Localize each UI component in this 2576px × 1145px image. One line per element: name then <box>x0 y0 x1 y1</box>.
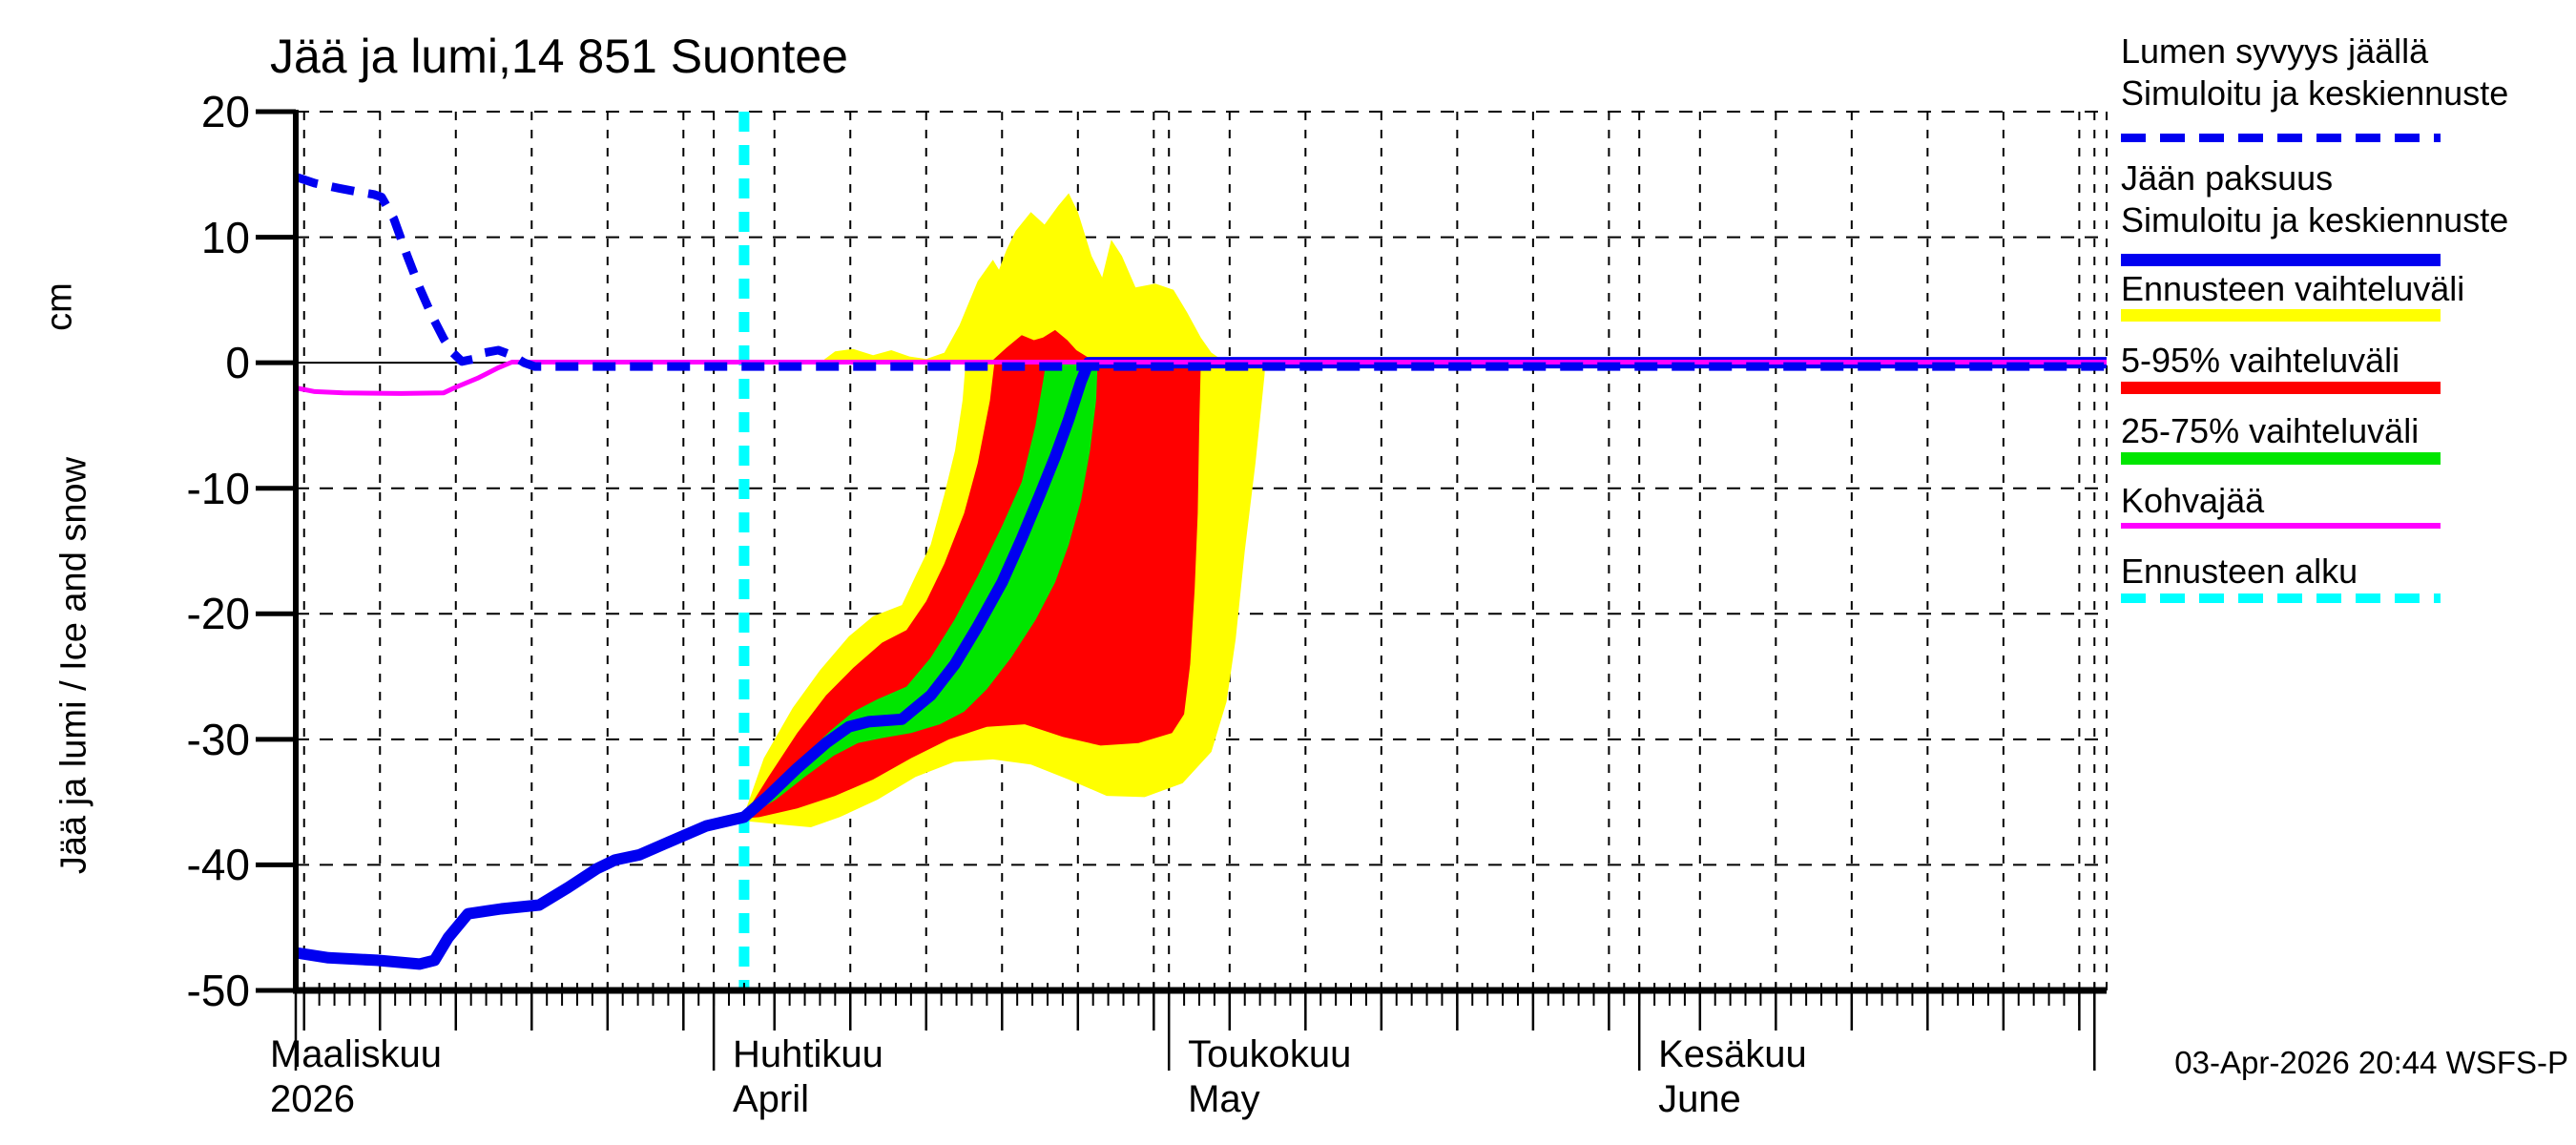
x-month-label: Toukokuu May <box>1188 1032 1351 1122</box>
y-axis-unit-label: cm <box>39 282 80 331</box>
legend-sample-line <box>2121 254 2441 266</box>
legend-label: 25-75% vaihteluväli <box>2121 411 2420 450</box>
y-tick-label: -30 <box>186 714 250 764</box>
month-name-fi: Kesäkuu <box>1658 1033 1807 1075</box>
month-name-fi: Maaliskuu <box>269 1033 443 1075</box>
legend-label: 5-95% vaihteluväli <box>2121 341 2400 380</box>
snow-depth-median-line <box>294 173 2107 371</box>
y-tick-label: 0 <box>225 338 250 388</box>
band-forecast-range-snow <box>820 193 1235 364</box>
legend-label: Simuloitu ja keskiennuste <box>2121 73 2509 113</box>
y-tick-label: -50 <box>186 966 250 1015</box>
month-name-en: May <box>1188 1078 1260 1120</box>
band-5-95-snow <box>989 329 1098 364</box>
y-tick-label: -10 <box>186 463 250 513</box>
legend-sample-line <box>2121 309 2441 322</box>
legend-sample-line <box>2121 452 2441 465</box>
y-axis-title: Jää ja lumi / Ice and snow <box>53 456 94 875</box>
legend-sample-line <box>2121 523 2441 529</box>
kohvajaa-line <box>295 360 2107 396</box>
x-month-label: Kesäkuu June <box>1658 1032 1807 1122</box>
ice-thickness-median-line <box>295 357 2107 970</box>
x-month-label: Huhtikuu April <box>733 1032 883 1122</box>
month-name-en: June <box>1658 1078 1741 1120</box>
legend-label: Jään paksuus <box>2121 158 2334 198</box>
y-tick-label: -40 <box>186 840 250 890</box>
chart-title: Jää ja lumi,14 851 Suontee <box>270 30 848 83</box>
legend-label: Lumen syvyys jäällä <box>2121 31 2429 71</box>
timestamp-footer: 03-Apr-2026 20:44 WSFS-P <box>2174 1045 2568 1080</box>
legend-sample-line <box>2121 382 2441 394</box>
legend-label: Kohvajää <box>2121 481 2265 520</box>
x-month-label: Maaliskuu 2026 <box>270 1032 442 1122</box>
month-name-en: 2026 <box>269 1078 355 1120</box>
legend-sample-dashed-line <box>2121 134 2441 142</box>
legend-sample-dashed-line <box>2121 593 2441 603</box>
legend-label: Simuloitu ja keskiennuste <box>2121 200 2509 239</box>
month-name-fi: Toukokuu <box>1188 1033 1352 1075</box>
y-tick-label: 10 <box>200 212 250 262</box>
y-tick-label: 20 <box>200 87 250 136</box>
month-name-fi: Huhtikuu <box>733 1033 883 1075</box>
band-25-75-ice <box>743 363 1098 819</box>
month-name-en: April <box>733 1078 810 1120</box>
legend-label: Ennusteen vaihteluväli <box>2121 269 2465 308</box>
y-tick-label: -20 <box>186 589 250 639</box>
legend-label: Ennusteen alku <box>2121 552 2358 591</box>
